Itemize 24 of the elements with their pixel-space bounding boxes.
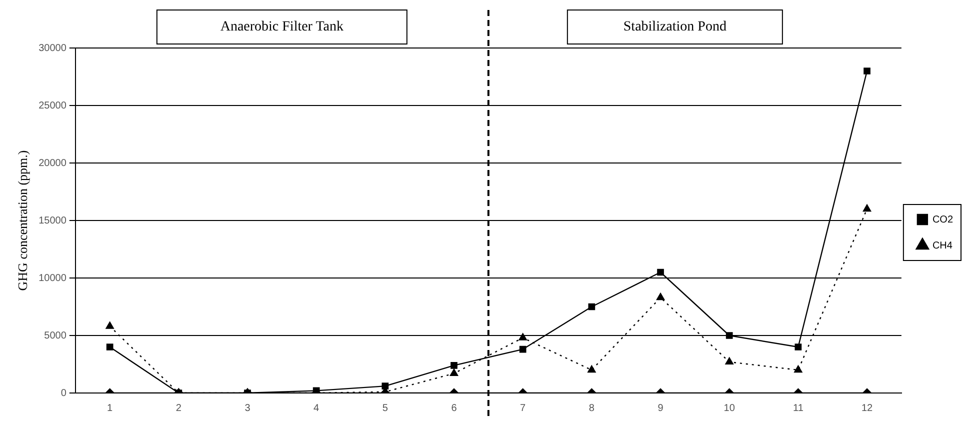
y-tick-label: 15000 bbox=[38, 215, 67, 226]
x-tick-label: 12 bbox=[861, 402, 874, 414]
x-tick-label: 5 bbox=[382, 402, 388, 414]
y-tick-label: 20000 bbox=[38, 158, 67, 169]
x-tick-label: 7 bbox=[520, 402, 526, 414]
x-tick-label: 3 bbox=[244, 402, 251, 414]
y-tick-label: 10000 bbox=[38, 272, 67, 284]
x-tick-label: 9 bbox=[658, 402, 664, 414]
x-tick-label: 1 bbox=[107, 402, 114, 414]
x-tick-label: 6 bbox=[451, 402, 458, 414]
x-tick-label: 11 bbox=[792, 402, 804, 414]
y-tick-label: 0 bbox=[60, 388, 67, 399]
text: Anaerobic Filter Tank bbox=[220, 20, 344, 35]
legend-label: CH4 bbox=[932, 240, 953, 252]
text: Stabilization Pond bbox=[623, 20, 726, 35]
x-tick-label: 8 bbox=[588, 402, 595, 414]
y-tick-label: 25000 bbox=[38, 100, 67, 112]
legend-label: CO2 bbox=[932, 214, 954, 226]
y-tick-label: 5000 bbox=[44, 330, 67, 342]
x-tick-label: 10 bbox=[724, 402, 736, 414]
y-tick-label: 30000 bbox=[38, 42, 67, 54]
y-axis-title: GHG concentration (ppm.) bbox=[15, 150, 30, 291]
x-tick-label: 2 bbox=[176, 402, 182, 414]
x-tick-label: 4 bbox=[314, 402, 320, 414]
